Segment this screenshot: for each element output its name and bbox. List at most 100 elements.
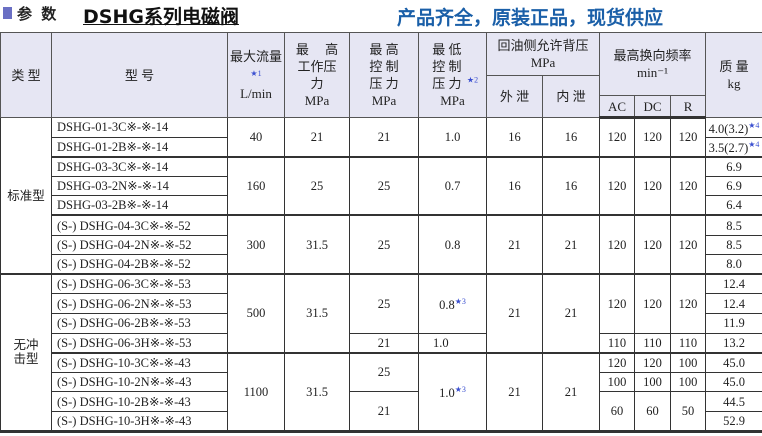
- table-row: (S-) DSHG-06-3H※-※-53 21 1.0 110 110 110 13.2: [1, 332, 762, 354]
- flow-cell: 160: [227, 155, 285, 216]
- r-cell-value: 120: [678, 237, 698, 252]
- header-flow-unit: L/min: [240, 86, 272, 102]
- table-row: DSHG-03-2N※-※-14 6.9: [1, 175, 762, 197]
- mass-cell-value: 12.4: [723, 296, 745, 311]
- r-cell: 100: [670, 371, 707, 393]
- note-star: ★4: [748, 140, 760, 150]
- header-pressure-label: 最 高 工作压力: [295, 42, 339, 91]
- pressure-cell: 25: [284, 155, 350, 216]
- min-cell-value: 1.0: [433, 335, 449, 350]
- r-cell-value: 100: [678, 355, 698, 370]
- flow-cell: 40: [227, 116, 285, 158]
- ac-cell-value: 100: [607, 375, 627, 390]
- int-cell: 16: [541, 116, 601, 158]
- int-cell-value: 21: [564, 306, 578, 321]
- mass-cell-value: 4.0(3.2): [708, 121, 749, 136]
- pressure-cell: 21: [284, 116, 350, 158]
- flow-cell-value: 40: [249, 129, 263, 144]
- header-int: 内 泄: [541, 75, 601, 118]
- control-cell: 21: [349, 391, 419, 432]
- header-back-unit: MPa: [530, 55, 556, 70]
- r-cell: 120: [670, 155, 707, 216]
- model-cell: DSHG-03-2N※-※-14: [51, 175, 228, 197]
- page-header: 参 数 DSHG系列电磁阀 产品齐全，原装正品，现货供应: [0, 0, 762, 32]
- header-type: 类 型: [0, 32, 52, 118]
- table-row: (S-) DSHG-04-3C※-※-52 300 31.5 25 0.8 21 21 120…: [1, 214, 762, 275]
- mass-cell-value: 6.9: [726, 179, 742, 194]
- header-freq: 最高换向频率 min⁻¹: [599, 32, 707, 96]
- model-cell: (S-) DSHG-04-2B※-※-52: [51, 254, 228, 275]
- r-cell-value: 120: [678, 130, 698, 145]
- model-cell: DSHG-03-3C※-※-14: [51, 155, 228, 177]
- ext-cell-value: 21: [508, 237, 521, 252]
- int-cell: 16: [541, 155, 601, 216]
- r-cell: 50: [670, 391, 707, 432]
- dc-cell: 100: [634, 371, 672, 393]
- flow-cell: 300: [227, 214, 285, 275]
- ext-cell: 21: [486, 351, 543, 432]
- type-shockless-value: 无冲 击型: [13, 338, 39, 367]
- ac-cell-value: 120: [607, 355, 627, 370]
- spec-table: 类 型 型 号 最大流量 ★1 L/min 最 高 工作压力 MPa 最 高 控 制 …: [0, 32, 762, 433]
- int-cell-value: 16: [564, 179, 578, 194]
- model-cell-value: (S-) DSHG-06-2B※-※-53: [57, 316, 191, 331]
- header-flow: 最大流量 ★1 L/min: [227, 32, 285, 118]
- model-cell-value: (S-) DSHG-10-3C※-※-43: [57, 355, 191, 370]
- ac-cell: 100: [599, 371, 636, 393]
- control-cell: 21: [349, 116, 419, 158]
- model-cell: DSHG-01-3C※-※-14: [51, 117, 228, 138]
- mass-cell-value: 44.5: [723, 394, 745, 409]
- min-cell-value: 1.0: [444, 129, 461, 144]
- pressure-cell: 31.5: [284, 214, 350, 275]
- header-ext: 外 泄: [486, 75, 543, 118]
- ac-cell: 60: [599, 391, 636, 432]
- model-cell-value: DSHG-03-3C※-※-14: [57, 159, 169, 174]
- pressure-cell: 31.5: [284, 273, 350, 354]
- header-control: 最 高 控 制 压 力 MPa: [349, 32, 419, 118]
- min-cell: 0.8: [418, 214, 487, 275]
- ext-cell-value: 21: [508, 384, 521, 399]
- header-pressure: 最 高 工作压力 MPa: [284, 32, 350, 118]
- min-cell: 1.0: [418, 332, 487, 354]
- header-control-label: 最 高 控 制 压 力: [369, 42, 399, 91]
- control-cell-value: 25: [377, 237, 391, 252]
- mass-cell: 13.2: [705, 332, 762, 354]
- model-cell: (S-) DSHG-06-3C※-※-53: [51, 273, 228, 295]
- table-row: 标准型 DSHG-01-3C※-※-14 40 21 21 1.0 16 16 120 120 12…: [0, 116, 762, 275]
- header-pressure-unit: MPa: [304, 93, 330, 108]
- model-cell-value: (S-) DSHG-10-3H※-※-43: [57, 413, 192, 428]
- ac-cell: 120: [599, 214, 636, 275]
- mass-cell: 12.4: [705, 273, 762, 295]
- table-row: (S-) DSHG-04-2N※-※-52 8.5: [1, 234, 762, 256]
- dc-cell: 110: [634, 332, 672, 354]
- model-cell: (S-) DSHG-06-3H※-※-53: [51, 332, 228, 354]
- model-cell: (S-) DSHG-06-2B※-※-53: [51, 312, 228, 334]
- min-cell: 0.7: [418, 155, 487, 216]
- dc-cell: 120: [634, 155, 672, 216]
- pressure-cell-value: 31.5: [306, 384, 328, 399]
- ext-cell: 21: [486, 273, 543, 354]
- r-cell: 120: [670, 116, 707, 158]
- header-ac: AC: [599, 95, 636, 119]
- mass-cell: 11.9: [705, 312, 762, 334]
- dc-cell-value: 60: [646, 403, 659, 418]
- r-cell: 110: [670, 332, 707, 354]
- mass-cell-value: 45.0: [723, 375, 745, 390]
- pressure-cell: 31.5: [284, 351, 350, 432]
- header-back-label: 回油侧允许背压: [497, 38, 589, 53]
- r-cell-value: 50: [681, 403, 695, 418]
- model-cell-value: (S-) DSHG-10-2N※-※-43: [57, 375, 192, 390]
- r-cell-value: 120: [678, 179, 698, 194]
- mass-cell: 8.0: [705, 254, 762, 275]
- r-cell-value: 110: [678, 335, 698, 350]
- ac-cell-value: 120: [607, 179, 627, 194]
- header-mass-unit: kg: [727, 76, 741, 91]
- mass-cell: 6.9: [705, 155, 762, 177]
- model-cell: (S-) DSHG-04-2N※-※-52: [51, 234, 228, 256]
- flow-cell-value: 160: [246, 179, 266, 194]
- table-row: (S-) DSHG-10-2B※-※-43 21 60 60 50 44.5: [1, 391, 762, 432]
- dc-cell: 120: [634, 273, 672, 334]
- mass-cell: 6.9: [705, 175, 762, 197]
- mass-cell-value: 45.0: [723, 355, 745, 370]
- ac-cell: 110: [599, 332, 636, 354]
